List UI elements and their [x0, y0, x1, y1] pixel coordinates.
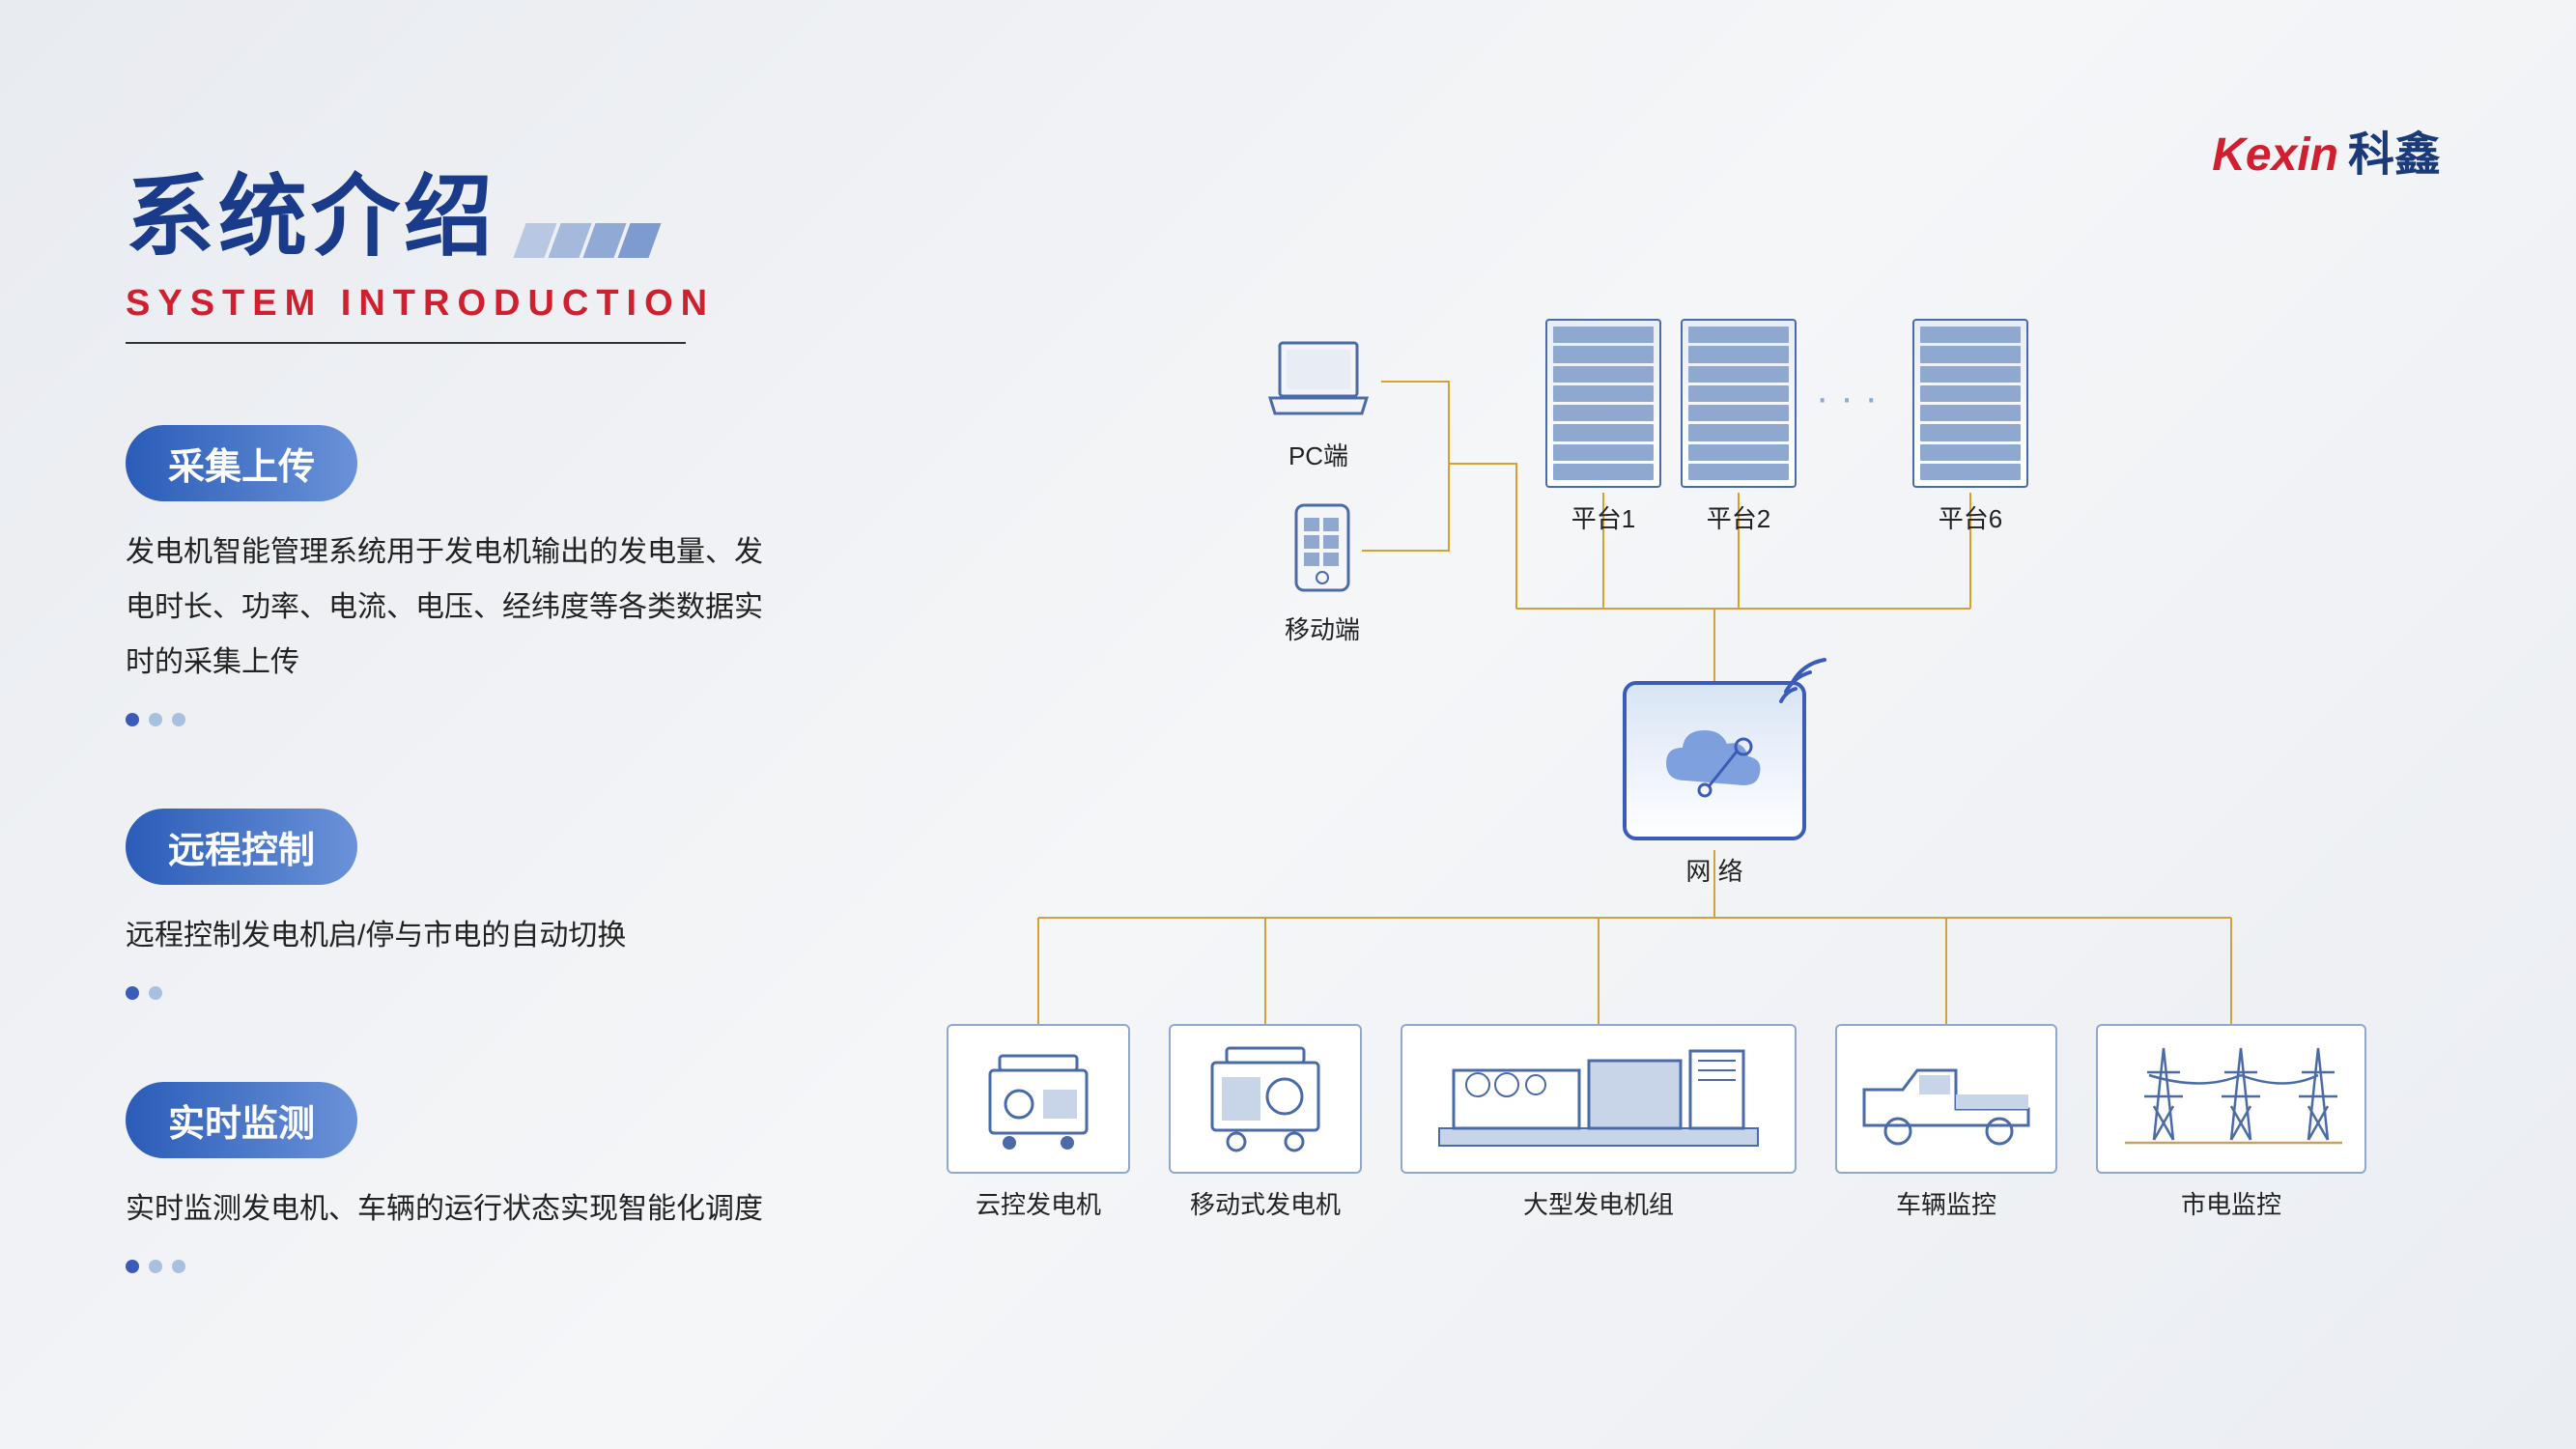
- section-text: 发电机智能管理系统用于发电机输出的发电量、发电时长、功率、电流、电压、经纬度等各…: [126, 525, 782, 690]
- server-node: 平台2: [1681, 319, 1797, 535]
- title-en: SYSTEM INTRODUCTION: [126, 283, 715, 325]
- dots-icon: [126, 1260, 782, 1278]
- generator-large-icon: [1401, 1024, 1797, 1174]
- section-item: 采集上传 发电机智能管理系统用于发电机输出的发电量、发电时长、功率、电流、电压、…: [126, 425, 782, 731]
- generator-small-icon: [947, 1024, 1130, 1174]
- dots-icon: [126, 986, 782, 1005]
- node-label: 移动式发电机: [1169, 1185, 1362, 1221]
- pc-client-node: PC端: [1265, 338, 1372, 472]
- section-text: 实时监测发电机、车辆的运行状态实现智能化调度: [126, 1181, 782, 1236]
- server-icon: [1912, 319, 2028, 488]
- sections-list: 采集上传 发电机智能管理系统用于发电机输出的发电量、发电时长、功率、电流、电压、…: [126, 425, 782, 1355]
- brand-en: Kexin: [2212, 129, 2338, 181]
- title-underline: [126, 342, 686, 344]
- bottom-node-mobile-gen: 移动式发电机: [1169, 1024, 1362, 1221]
- node-label: 平台2: [1681, 499, 1797, 535]
- bottom-node-cloud-gen: 云控发电机: [947, 1024, 1130, 1221]
- brand-logo: Kexin科鑫: [2212, 116, 2441, 184]
- bottom-node-large-gen: 大型发电机组: [1401, 1024, 1797, 1221]
- server-node: 平台6: [1912, 319, 2028, 535]
- phone-icon: [1288, 502, 1356, 594]
- ellipsis-icon: ···: [1816, 377, 1889, 420]
- truck-icon: [1835, 1024, 2057, 1174]
- node-label: 大型发电机组: [1401, 1185, 1797, 1221]
- server-node: 平台1: [1545, 319, 1661, 535]
- generator-mobile-icon: [1169, 1024, 1362, 1174]
- section-item: 实时监测 实时监测发电机、车辆的运行状态实现智能化调度: [126, 1082, 782, 1278]
- title-cn: 系统介绍: [126, 145, 496, 273]
- section-pill: 实时监测: [126, 1082, 357, 1158]
- section-pill: 远程控制: [126, 809, 357, 885]
- section-text: 远程控制发电机启/停与市电的自动切换: [126, 908, 782, 963]
- dots-icon: [126, 713, 782, 731]
- node-label: 网 络: [1623, 852, 1806, 888]
- node-label: PC端: [1265, 437, 1372, 472]
- node-label: 平台1: [1545, 499, 1661, 535]
- laptop-icon: [1265, 338, 1372, 420]
- title-arrows-icon: [520, 223, 659, 263]
- bottom-node-grid: 市电监控: [2096, 1024, 2366, 1221]
- network-node: 网 络: [1623, 681, 1806, 888]
- wifi-icon: [1771, 658, 1829, 711]
- page-header: 系统介绍 SYSTEM INTRODUCTION: [126, 145, 715, 344]
- node-label: 市电监控: [2096, 1185, 2366, 1221]
- brand-cn: 科鑫: [2348, 129, 2441, 181]
- section-pill: 采集上传: [126, 425, 357, 501]
- bottom-node-vehicle: 车辆监控: [1835, 1024, 2057, 1221]
- server-icon: [1681, 319, 1797, 488]
- node-label: 车辆监控: [1835, 1185, 2057, 1221]
- node-label: 平台6: [1912, 499, 2028, 535]
- cloud-icon: [1623, 681, 1806, 840]
- mobile-client-node: 移动端: [1285, 502, 1360, 646]
- server-icon: [1545, 319, 1661, 488]
- architecture-diagram: PC端 移动端 平台1 平台2 ··· 平台6: [947, 309, 2453, 1275]
- node-label: 云控发电机: [947, 1185, 1130, 1221]
- node-label: 移动端: [1285, 611, 1360, 646]
- power-tower-icon: [2096, 1024, 2366, 1174]
- section-item: 远程控制 远程控制发电机启/停与市电的自动切换: [126, 809, 782, 1005]
